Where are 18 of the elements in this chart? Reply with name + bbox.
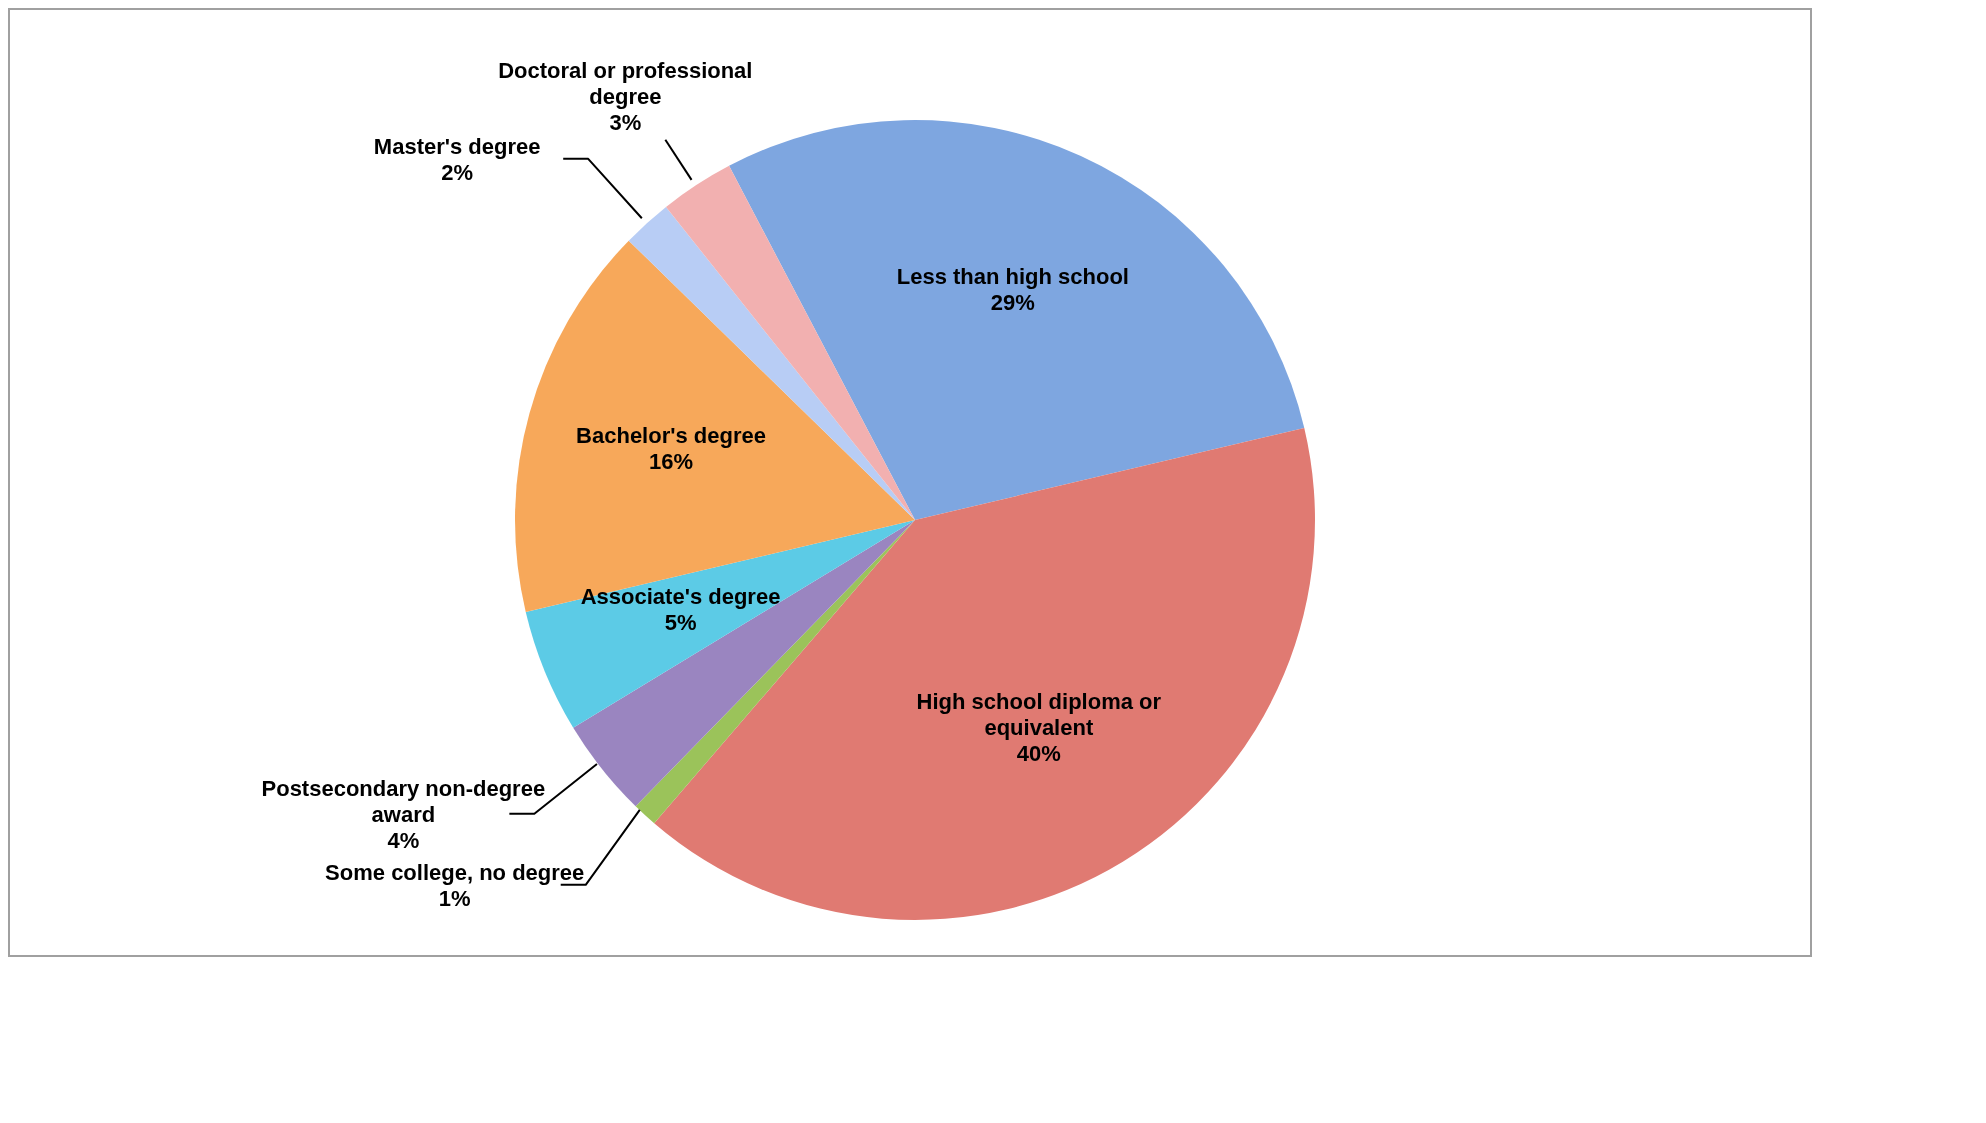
- data-label: 1%: [438, 885, 471, 911]
- data-label: 16%: [649, 449, 694, 475]
- data-label: 40%: [1016, 740, 1061, 766]
- slice-label: Associate's degree: [580, 583, 781, 609]
- data-label: 5%: [664, 609, 697, 635]
- slice-label: Doctoral or professional degree: [498, 57, 753, 109]
- data-label: 2%: [441, 159, 474, 185]
- slice-label: Less than high school: [896, 264, 1129, 290]
- data-label: 4%: [387, 827, 420, 853]
- data-label: 29%: [990, 290, 1035, 316]
- slice-label: Postsecondary non-degree award: [261, 775, 546, 827]
- slice-label: Bachelor's degree: [576, 423, 766, 449]
- slice-label: High school diploma or equivalent: [916, 688, 1162, 740]
- slice-label: Master's degree: [373, 133, 541, 159]
- pie-slice: [525, 520, 915, 728]
- slice-label: Some college, no degree: [325, 859, 585, 885]
- data-label: 3%: [609, 109, 642, 135]
- pie-slice: [573, 520, 915, 807]
